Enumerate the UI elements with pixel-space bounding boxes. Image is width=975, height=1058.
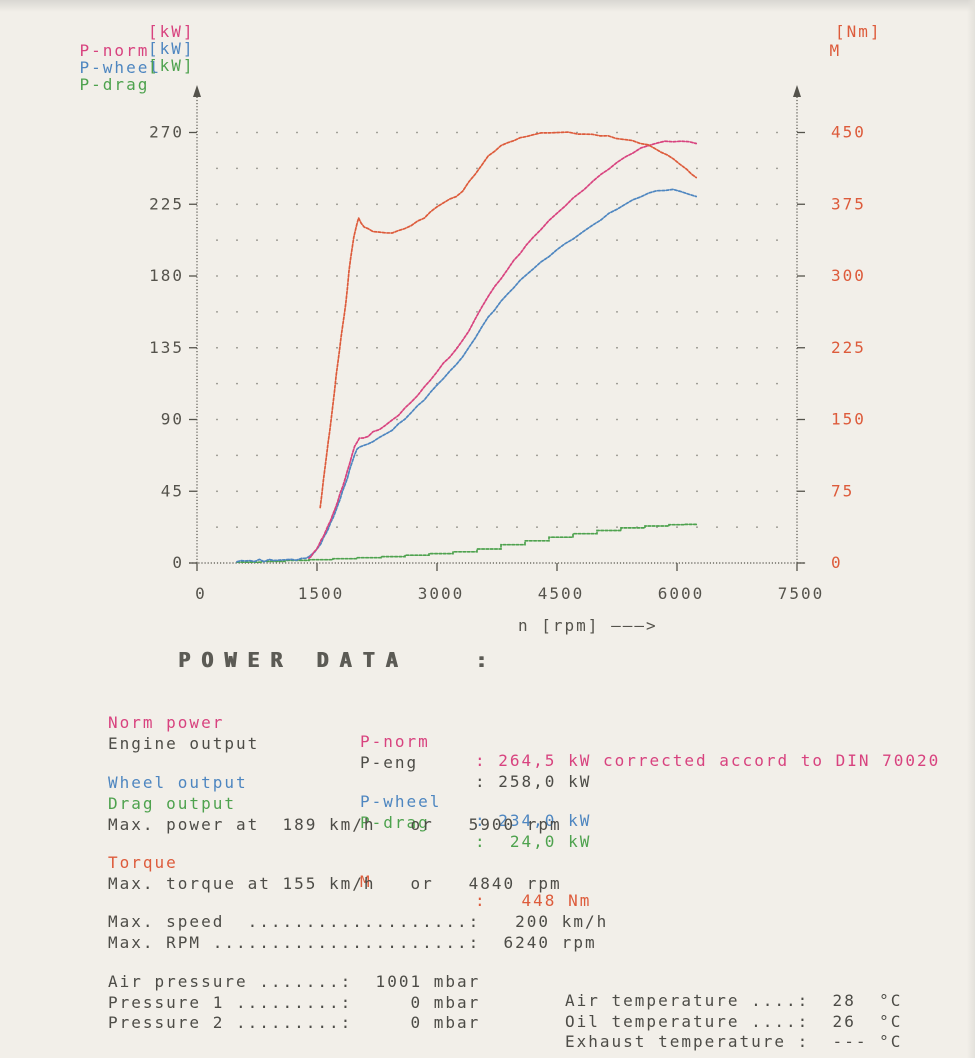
env-pressure-2: Pressure 2 .........: 0 mbar [108, 1013, 481, 1032]
legend-p-wheel-unit: [kW] [148, 39, 195, 58]
legend-torque-label: M [829, 41, 842, 60]
env-oil-temperature: Oil temperature ....: 26 °C [565, 1012, 903, 1031]
svg-text:75: 75 [831, 481, 854, 500]
row-label: Engine output [108, 734, 260, 753]
row-pressure-1: Pressure 1 .........: 0 mbar Oil tempera… [0, 974, 900, 1050]
svg-text:45: 45 [161, 481, 184, 500]
svg-text:0: 0 [831, 553, 843, 572]
row-label: Max. speed ...................: 200 km/h [108, 912, 609, 931]
row-value: : 264,5 kW corrected accord to DIN 70020 [475, 751, 941, 770]
legend-p-drag-unit: [kW] [148, 56, 195, 75]
svg-text:375: 375 [831, 194, 866, 213]
legend-p-wheel-label: P-wheel [79, 58, 161, 77]
svg-text:4500: 4500 [538, 584, 585, 603]
env-pressure-1: Pressure 1 .........: 0 mbar [108, 993, 481, 1012]
row-label: Torque [108, 853, 178, 872]
svg-text:6000: 6000 [658, 584, 705, 603]
svg-text:180: 180 [149, 266, 184, 285]
row-norm-power: Norm power P-norm : 264,5 kW corrected a… [0, 694, 938, 789]
legend-p-norm-label: P-norm [79, 41, 150, 60]
svg-text:270: 270 [149, 123, 184, 142]
row-label: Max. RPM ......................: 6240 rp… [108, 933, 597, 952]
row-max-torque: Max. torque at 155 km/h or 4840 rpm [0, 855, 560, 912]
legend-p-norm-unit: [kW] [148, 22, 195, 41]
env-air-pressure: Air pressure .......: 1001 mbar [108, 972, 481, 991]
row-pressure-2: Pressure 2 .........: 0 mbar Exhaust tem… [0, 994, 900, 1058]
row-engine-output: Engine output P-eng : 258,0 kW [0, 715, 589, 810]
svg-text:225: 225 [831, 338, 866, 357]
env-air-temperature: Air temperature ....: 28 °C [565, 991, 903, 1010]
svg-text:450: 450 [831, 123, 866, 142]
svg-text:7500: 7500 [778, 584, 825, 603]
svg-text:0: 0 [195, 584, 207, 603]
row-label: Max. torque at 155 km/h or 4840 rpm [108, 874, 562, 893]
legend-torque: M [Nm] [783, 22, 880, 79]
series-m [319, 131, 698, 509]
svg-text:150: 150 [831, 410, 866, 429]
svg-text:300: 300 [831, 266, 866, 285]
legend-p-drag: P-drag [kW] [33, 56, 193, 94]
row-wheel-output: Wheel output P-wheel : 234,0 kW [0, 754, 589, 849]
row-label: Drag output [108, 794, 236, 813]
row-max-power: Max. power at 189 km/h or 5900 rpm [0, 796, 560, 853]
row-air-pressure: Air pressure .......: 1001 mbar Air temp… [0, 953, 900, 1029]
legend-p-norm: P-norm [kW] [33, 22, 193, 60]
legend-p-drag-label: P-drag [79, 75, 150, 94]
scan-edge-top [0, 0, 975, 12]
row-max-rpm: Max. RPM ......................: 6240 rp… [0, 914, 595, 971]
row-param: P-norm [360, 732, 430, 751]
row-label: Wheel output [108, 773, 248, 792]
svg-text:225: 225 [149, 194, 184, 213]
legend-p-wheel: P-wheel [kW] [33, 39, 193, 77]
svg-text:3000: 3000 [418, 584, 465, 603]
row-max-speed: Max. speed ...................: 200 km/h [0, 893, 606, 950]
row-value: : 258,0 kW [475, 772, 592, 791]
svg-text:n [rpm] ———>: n [rpm] ———> [518, 616, 658, 635]
series-p-wheel [236, 188, 698, 563]
power-data-title-colon: : [475, 648, 488, 672]
svg-text:90: 90 [161, 410, 184, 429]
series-p-drag [236, 523, 698, 564]
scan-edge-right [967, 0, 975, 1058]
row-label: Norm power [108, 713, 225, 732]
row-label: Max. power at 189 km/h or 5900 rpm [108, 815, 562, 834]
env-exhaust-temperature: Exhaust temperature : --- °C [565, 1032, 903, 1051]
row-param: P-eng [360, 753, 419, 772]
row-torque: Torque M : 448 Nm [0, 834, 589, 929]
row-value: : 24,0 kW [475, 832, 592, 851]
row-value: : 234,0 kW [475, 811, 592, 830]
row-param: P-wheel [360, 792, 442, 811]
svg-text:1500: 1500 [298, 584, 345, 603]
series-p-norm [308, 140, 698, 560]
row-param: M [360, 872, 372, 891]
row-param: P-drag [360, 813, 430, 832]
svg-text:135: 135 [149, 338, 184, 357]
svg-text:0: 0 [172, 553, 184, 572]
row-value: : 448 Nm [475, 891, 592, 910]
row-drag-output: Drag output P-drag : 24,0 kW [0, 775, 589, 870]
legend-torque-unit: [Nm] [835, 22, 882, 41]
power-data-title: POWER DATA [178, 648, 409, 672]
